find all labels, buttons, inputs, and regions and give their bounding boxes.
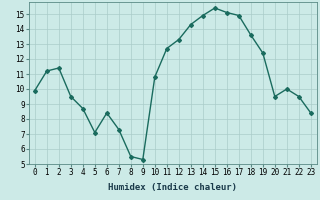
X-axis label: Humidex (Indice chaleur): Humidex (Indice chaleur) (108, 183, 237, 192)
